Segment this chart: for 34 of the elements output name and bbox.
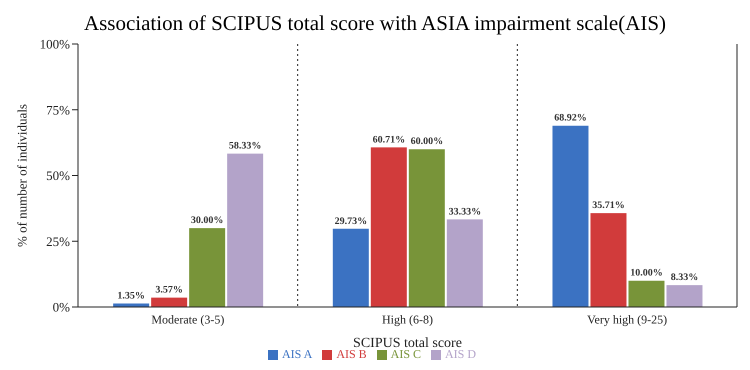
data-label: 30.00% [190, 215, 224, 226]
bar [227, 154, 264, 307]
y-tick-label: 100% [40, 36, 70, 52]
y-axis-title: % of number of individuals [14, 104, 30, 247]
data-label: 1.35% [117, 290, 145, 302]
data-label: 10.00% [630, 268, 663, 279]
bar [552, 126, 588, 307]
data-label: 60.00% [410, 136, 444, 148]
bar [408, 149, 445, 307]
data-label: 68.92% [554, 112, 587, 124]
bar [189, 228, 226, 307]
data-label: 8.33% [670, 272, 698, 284]
data-label: 60.71% [372, 134, 406, 146]
y-tick-label: 75% [46, 102, 70, 118]
y-tick-label: 0% [52, 300, 70, 315]
y-tick-label: 50% [46, 168, 70, 184]
bar [446, 219, 483, 307]
bar [628, 280, 664, 307]
x-tick-label: Very high (9-25) [587, 312, 668, 327]
data-label: 3.57% [155, 284, 183, 296]
data-label: 29.73% [334, 216, 368, 227]
bar [332, 228, 369, 307]
data-label: 33.33% [448, 206, 482, 218]
bar [370, 147, 407, 307]
bar [151, 298, 188, 307]
x-tick-label: Moderate (3-5) [151, 312, 224, 327]
bar [590, 213, 626, 307]
chart-title: Association of SCIPUS total score with ASIA impairment scale(AIS) [82, 10, 668, 37]
data-label: 58.33% [228, 140, 262, 152]
bar [666, 285, 702, 307]
x-tick-label: High (6-8) [382, 312, 433, 327]
data-label: 35.71% [592, 200, 625, 212]
y-tick-label: 25% [46, 234, 70, 249]
legend-label: AIS A [282, 347, 312, 361]
